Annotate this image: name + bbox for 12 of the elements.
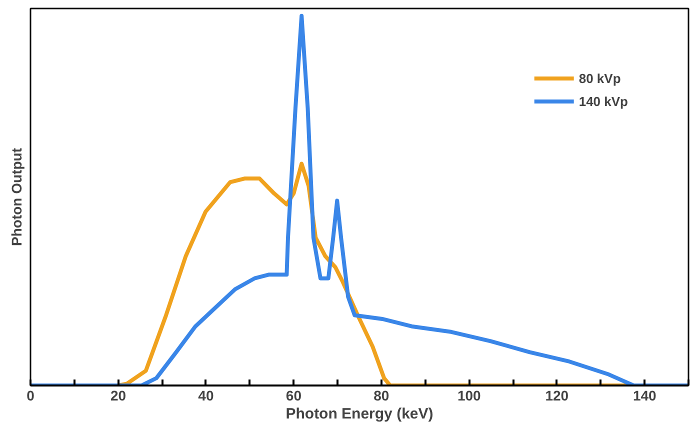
- x-axis-title: Photon Energy (keV): [286, 406, 434, 422]
- x-tick-label: 80: [374, 388, 390, 404]
- x-tick-label: 120: [545, 388, 569, 404]
- x-tick-label: 20: [110, 388, 126, 404]
- legend-label: 80 kVp: [578, 70, 621, 86]
- x-tick-label: 60: [286, 388, 302, 404]
- y-axis-title: Photon Output: [8, 148, 24, 246]
- x-tick-label: 40: [198, 388, 214, 404]
- x-tick-label: 100: [457, 388, 482, 404]
- x-tick-label: 0: [26, 388, 35, 404]
- legend-label: 140 kVp: [578, 94, 628, 108]
- x-tick-label: 140: [632, 388, 657, 404]
